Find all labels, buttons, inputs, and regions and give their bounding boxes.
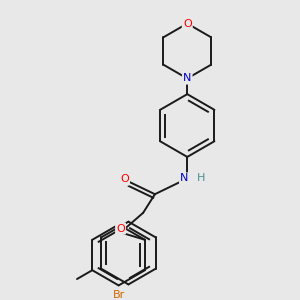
- Text: N: N: [183, 74, 191, 83]
- Text: O: O: [183, 19, 192, 28]
- Text: O: O: [120, 175, 129, 184]
- Text: Br: Br: [112, 290, 125, 300]
- Text: N: N: [180, 173, 188, 184]
- Text: H: H: [197, 173, 205, 184]
- Text: O: O: [116, 224, 125, 233]
